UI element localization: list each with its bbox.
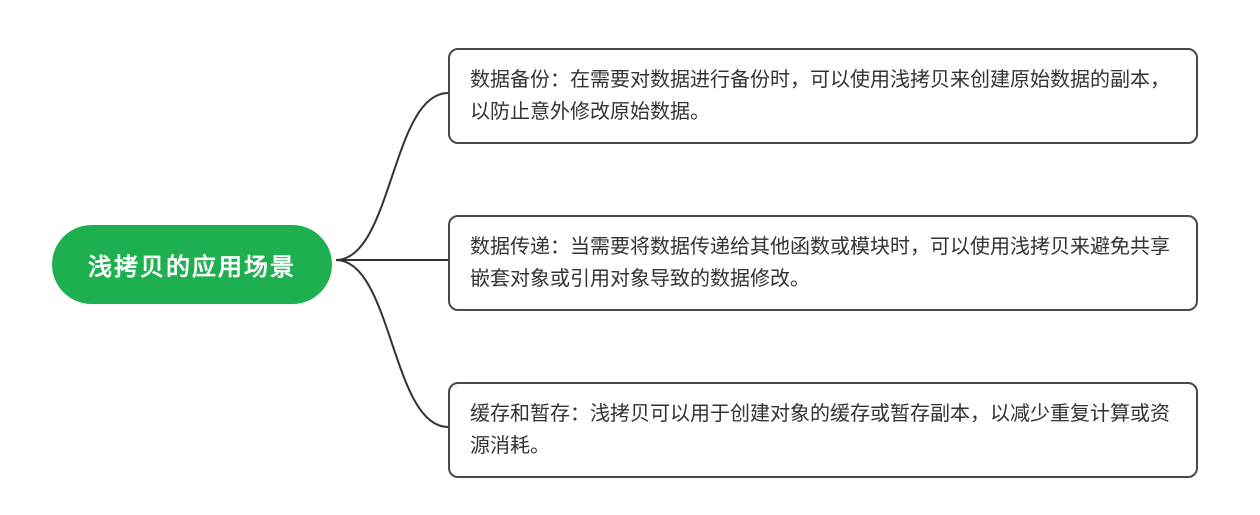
child-text: 数据备份：在需要对数据进行备份时，可以使用浅拷贝来创建原始数据的副本，以防止意外… [470, 69, 1170, 123]
child-node-transfer: 数据传递：当需要将数据传递给其他函数或模块时，可以使用浅拷贝来避免共享嵌套对象或… [448, 215, 1198, 311]
child-text: 数据传递：当需要将数据传递给其他函数或模块时，可以使用浅拷贝来避免共享嵌套对象或… [470, 236, 1170, 290]
child-node-cache: 缓存和暂存：浅拷贝可以用于创建对象的缓存或暂存副本，以减少重复计算或资源消耗。 [448, 382, 1198, 478]
child-text: 缓存和暂存：浅拷贝可以用于创建对象的缓存或暂存副本，以减少重复计算或资源消耗。 [470, 403, 1170, 457]
root-label: 浅拷贝的应用场景 [88, 247, 296, 282]
root-node: 浅拷贝的应用场景 [52, 225, 332, 304]
child-node-backup: 数据备份：在需要对数据进行备份时，可以使用浅拷贝来创建原始数据的副本，以防止意外… [448, 48, 1198, 144]
